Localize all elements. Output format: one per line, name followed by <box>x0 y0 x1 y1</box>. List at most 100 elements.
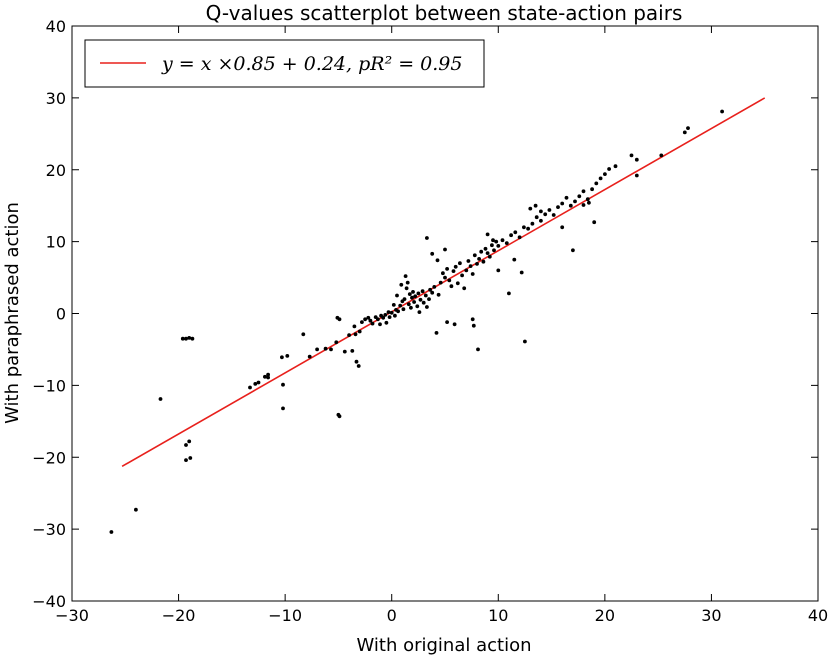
data-point <box>423 293 428 298</box>
data-point <box>418 297 423 302</box>
data-point <box>430 290 435 295</box>
data-point <box>391 303 396 307</box>
data-point <box>494 239 499 244</box>
data-point <box>360 320 364 324</box>
data-point <box>187 439 192 444</box>
data-point <box>603 172 607 177</box>
data-point <box>412 300 416 304</box>
data-point <box>190 336 195 341</box>
data-point <box>466 259 471 263</box>
data-point <box>281 382 285 387</box>
data-point <box>401 307 406 312</box>
data-point <box>490 243 494 248</box>
data-point <box>434 331 439 335</box>
data-point <box>522 225 526 230</box>
y-tick-label: −30 <box>32 520 66 539</box>
data-point <box>573 199 577 204</box>
data-point <box>528 206 533 211</box>
data-point <box>468 264 473 268</box>
data-point <box>470 272 475 276</box>
data-point <box>396 309 400 314</box>
data-point <box>485 251 490 256</box>
data-point <box>590 187 594 192</box>
legend: y = x ×0.85 + 0.24, pR² = 0.95 <box>84 39 485 88</box>
data-point <box>381 315 386 320</box>
data-point <box>425 305 429 309</box>
data-point <box>512 257 517 262</box>
data-point <box>458 261 462 266</box>
data-point <box>556 205 560 210</box>
y-tick-label: 20 <box>46 161 66 180</box>
data-point <box>475 262 479 266</box>
data-point <box>560 201 565 206</box>
data-point <box>500 238 505 243</box>
data-point <box>378 322 382 327</box>
data-point <box>445 320 449 324</box>
data-point <box>428 287 432 292</box>
data-point <box>329 347 333 352</box>
x-tick-label: −20 <box>162 606 196 625</box>
data-point <box>403 274 408 278</box>
data-point <box>613 164 618 169</box>
data-point <box>547 208 552 212</box>
data-point <box>366 315 371 320</box>
plot-area <box>109 97 766 534</box>
data-point <box>407 292 412 296</box>
data-point <box>184 336 188 341</box>
chart-title: Q-values scatterplot between state-actio… <box>206 1 683 25</box>
data-point <box>634 157 639 162</box>
data-point <box>417 310 422 314</box>
data-point <box>443 275 447 280</box>
data-point <box>720 109 724 114</box>
data-point <box>592 220 597 225</box>
data-point <box>409 305 413 310</box>
data-point <box>496 268 501 273</box>
data-point <box>301 332 306 337</box>
data-point <box>357 329 362 334</box>
data-point <box>513 230 518 235</box>
data-point <box>530 221 535 226</box>
x-tick-label: 30 <box>701 606 721 625</box>
data-point <box>682 130 687 135</box>
data-point <box>472 253 477 258</box>
data-point <box>462 286 467 291</box>
data-point <box>607 167 611 171</box>
data-point <box>435 258 440 263</box>
data-point <box>184 458 188 462</box>
data-point <box>376 317 380 322</box>
data-point <box>266 372 270 377</box>
data-point <box>415 304 420 309</box>
data-point <box>427 297 431 301</box>
data-point <box>393 313 397 318</box>
data-point <box>368 318 373 323</box>
data-point <box>455 281 460 286</box>
data-point <box>594 181 599 186</box>
data-point <box>395 293 399 298</box>
data-point <box>363 317 367 322</box>
data-point <box>315 347 319 352</box>
data-point <box>598 176 603 181</box>
data-point <box>285 354 290 358</box>
data-point <box>452 322 457 327</box>
legend-box <box>84 39 485 88</box>
y-tick-label: 10 <box>46 233 66 252</box>
data-point <box>187 336 192 340</box>
data-point <box>402 297 407 301</box>
data-point <box>447 278 452 283</box>
data-point <box>507 291 511 296</box>
data-point <box>347 333 351 337</box>
data-point <box>323 346 328 351</box>
data-point <box>517 235 522 240</box>
data-point <box>406 302 411 307</box>
data-point <box>634 173 639 178</box>
data-point <box>534 215 539 220</box>
y-tick-label: −40 <box>32 592 66 611</box>
x-tick-label: −30 <box>55 606 89 625</box>
data-point <box>354 359 359 364</box>
data-point <box>496 244 501 248</box>
data-point <box>356 364 361 368</box>
data-point <box>560 225 565 230</box>
data-point <box>451 269 456 273</box>
data-point <box>410 295 414 300</box>
